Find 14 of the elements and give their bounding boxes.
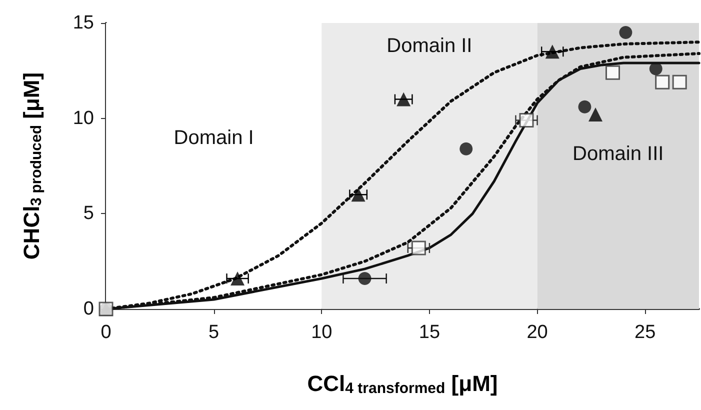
y-tick-label: 5 [83,203,94,224]
x-tick-label: 5 [208,322,220,343]
y-axis-title: CHCl3 produced [μM] [19,72,45,260]
band-label: Domain III [572,143,664,165]
x-tick-label: 0 [100,322,112,343]
band-label: Domain I [174,127,254,149]
x-tick-label: 15 [418,322,440,343]
y-tick-label: 0 [83,298,94,320]
band-label: Domain II [386,35,472,57]
y-tick-label: 15 [72,12,94,34]
x-tick-label: 20 [526,322,548,343]
x-tick-label: 10 [311,322,332,343]
y-tick-label: 10 [72,108,94,129]
x-tick-label: 25 [634,322,656,343]
